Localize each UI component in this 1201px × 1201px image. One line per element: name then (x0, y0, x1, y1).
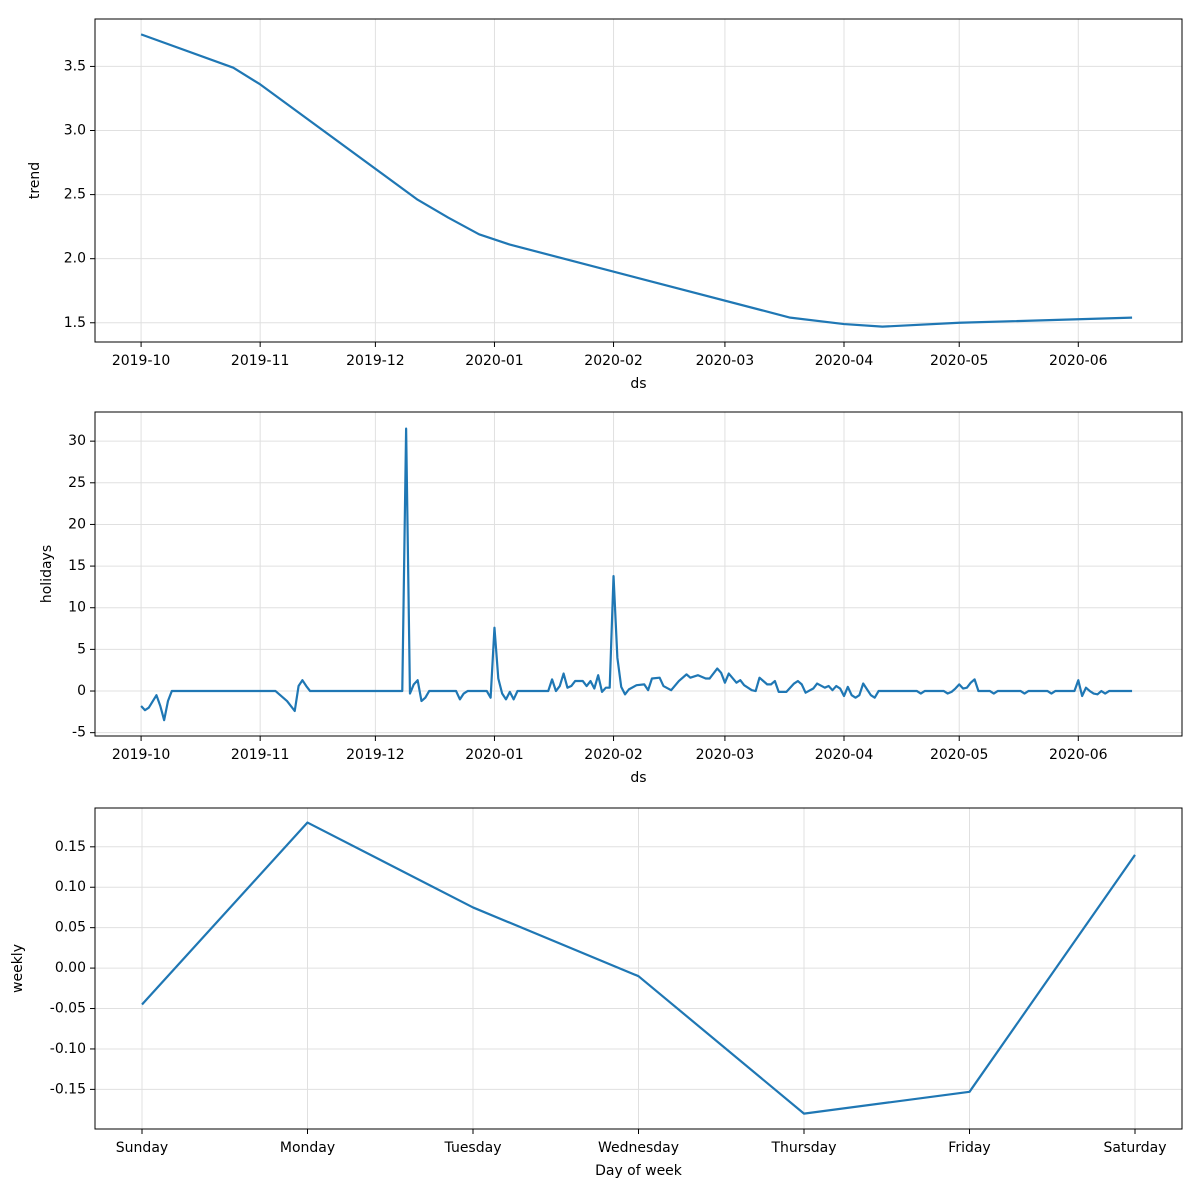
x-tick-label: 2019-11 (231, 353, 290, 369)
y-tick-label: 0.05 (55, 920, 86, 936)
y-tick-label: 25 (68, 475, 86, 491)
y-tick-label: 2.5 (64, 187, 86, 203)
x-tick-label: Saturday (1103, 1140, 1166, 1156)
x-tick-label: Thursday (770, 1140, 836, 1156)
x-tick-label: Tuesday (444, 1140, 502, 1156)
x-axis-label: Day of week (595, 1163, 683, 1179)
y-tick-label: 0.00 (55, 960, 86, 976)
line-series (141, 821, 1136, 1115)
line-series (140, 427, 1133, 722)
x-tick-label: 2020-01 (465, 747, 524, 763)
x-tick-label: 2020-05 (930, 353, 989, 369)
y-tick-label: 2.0 (64, 251, 86, 267)
y-tick-label: 1.5 (64, 315, 86, 331)
y-tick-label: 20 (68, 516, 86, 532)
x-tick-label: 2019-12 (346, 353, 405, 369)
y-tick-label: 0.10 (55, 879, 86, 895)
x-axis-label: ds (630, 376, 646, 392)
x-tick-label: 2020-01 (465, 353, 524, 369)
y-axis-label: trend (27, 162, 43, 199)
y-tick-label: 0.15 (55, 839, 86, 855)
line-series (140, 33, 1133, 328)
y-axis-label: weekly (10, 944, 26, 993)
y-tick-label: 15 (68, 558, 86, 574)
x-tick-label: 2019-10 (112, 747, 171, 763)
plot-frame (94, 411, 1183, 737)
x-axis-label: ds (630, 770, 646, 786)
x-tick-label: 2020-02 (584, 353, 643, 369)
y-tick-label: 0 (77, 683, 86, 699)
y-tick-label: 3.5 (64, 58, 86, 74)
x-tick-label: 2019-11 (231, 747, 290, 763)
y-tick-label: -0.05 (50, 1001, 86, 1017)
y-tick-label: 30 (68, 433, 86, 449)
y-tick-label: 10 (68, 600, 86, 616)
y-tick-label: 5 (77, 641, 86, 657)
x-tick-label: 2020-06 (1049, 353, 1108, 369)
y-tick-label: 3.0 (64, 123, 86, 139)
plot-frame (94, 18, 1183, 343)
x-tick-label: 2020-04 (815, 353, 874, 369)
x-tick-label: Monday (280, 1140, 335, 1156)
plot-frame (94, 807, 1183, 1130)
y-tick-label: -0.15 (50, 1081, 86, 1097)
x-tick-label: Wednesday (598, 1140, 679, 1156)
x-tick-label: Sunday (116, 1140, 168, 1156)
x-tick-label: 2019-12 (346, 747, 405, 763)
x-tick-label: 2019-10 (112, 353, 171, 369)
x-tick-label: 2020-02 (584, 747, 643, 763)
x-tick-label: 2020-03 (696, 747, 755, 763)
x-tick-label: 2020-05 (930, 747, 989, 763)
x-tick-label: 2020-06 (1049, 747, 1108, 763)
x-tick-label: Friday (948, 1140, 990, 1156)
y-tick-label: -5 (72, 725, 86, 741)
y-tick-label: -0.10 (50, 1041, 86, 1057)
x-tick-label: 2020-04 (815, 747, 874, 763)
x-tick-label: 2020-03 (696, 353, 755, 369)
y-axis-label: holidays (39, 545, 55, 603)
